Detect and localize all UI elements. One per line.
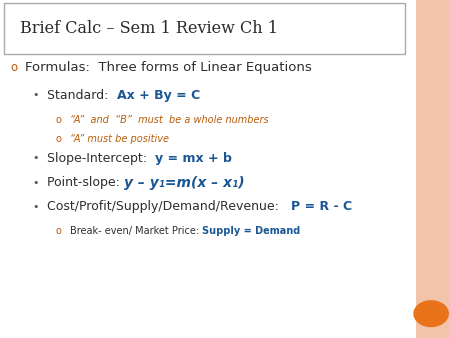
Text: o: o bbox=[55, 134, 62, 144]
Text: o: o bbox=[55, 226, 62, 236]
Text: Point-slope:: Point-slope: bbox=[47, 176, 124, 189]
Text: •: • bbox=[33, 202, 39, 212]
Text: “A”  and  “B”  must  be a whole numbers: “A” and “B” must be a whole numbers bbox=[70, 115, 268, 125]
Text: Standard:: Standard: bbox=[47, 89, 117, 102]
Text: P = R - C: P = R - C bbox=[291, 200, 352, 213]
Text: “A” must be positive: “A” must be positive bbox=[70, 134, 169, 144]
Text: Break- even/ Market Price:: Break- even/ Market Price: bbox=[70, 226, 202, 236]
Text: Formulas:  Three forms of Linear Equations: Formulas: Three forms of Linear Equation… bbox=[25, 61, 311, 74]
Text: Supply = Demand: Supply = Demand bbox=[202, 226, 300, 236]
Circle shape bbox=[414, 301, 448, 327]
Text: •: • bbox=[33, 177, 39, 188]
Text: Ax + By = C: Ax + By = C bbox=[117, 89, 200, 102]
FancyBboxPatch shape bbox=[4, 3, 405, 54]
Text: o: o bbox=[10, 61, 17, 74]
FancyBboxPatch shape bbox=[416, 0, 450, 338]
Text: y = mx + b: y = mx + b bbox=[155, 152, 232, 165]
Text: Brief Calc – Sem 1 Review Ch 1: Brief Calc – Sem 1 Review Ch 1 bbox=[20, 20, 278, 37]
Text: •: • bbox=[33, 90, 39, 100]
Text: Cost/Profit/Supply/Demand/Revenue:: Cost/Profit/Supply/Demand/Revenue: bbox=[47, 200, 291, 213]
Text: y – y₁=m(x – x₁): y – y₁=m(x – x₁) bbox=[124, 175, 245, 190]
Text: •: • bbox=[33, 153, 39, 163]
Text: Slope-Intercept:: Slope-Intercept: bbox=[47, 152, 155, 165]
Text: o: o bbox=[55, 115, 62, 125]
